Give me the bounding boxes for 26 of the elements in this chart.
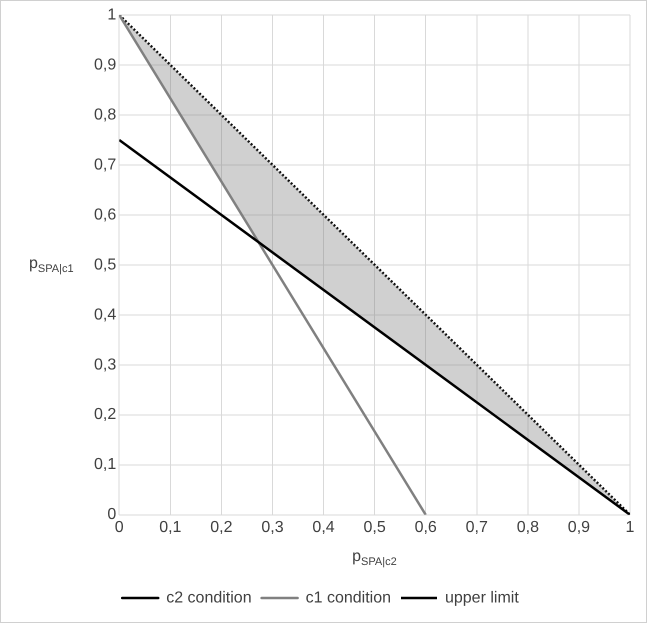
x-tick-label: 0,7: [466, 518, 488, 536]
x-axis-title: p$_{SPA|c2}$: [352, 548, 397, 568]
x-tick-label: 0,2: [210, 518, 233, 536]
y-tick-label: 0: [107, 506, 116, 524]
x-tick-label: 1: [626, 518, 635, 536]
y-tick-label: 0,7: [94, 156, 116, 174]
legend-label: upper limit: [444, 589, 520, 606]
y-tick-label: 0,5: [94, 256, 116, 274]
y-tick-label: 0,6: [94, 206, 116, 224]
y-tick-label: 0,8: [94, 106, 116, 124]
x-tick-label: 0,5: [363, 518, 386, 536]
x-tick-label: 0,4: [312, 518, 335, 536]
legend-label: c2 condition: [166, 589, 252, 606]
x-tick-label: 0,3: [261, 518, 284, 536]
y-tick-label: 0,3: [94, 356, 116, 374]
y-tick-label: 1: [107, 6, 116, 24]
x-tick-label: 0,1: [159, 518, 182, 536]
y-tick-label: 0,2: [94, 406, 116, 424]
x-tick-label: 0,8: [516, 518, 540, 536]
x-tick-label: 0,9: [568, 518, 590, 536]
y-tick-label: 0,1: [94, 456, 116, 474]
y-tick-label: 0,4: [94, 306, 116, 324]
legend-label: c1 condition: [306, 589, 391, 606]
y-axis-title: p$_{SPA|c1}$: [29, 254, 74, 276]
y-tick-label: 0,9: [94, 56, 116, 74]
x-tick-label: 0,6: [414, 518, 437, 536]
